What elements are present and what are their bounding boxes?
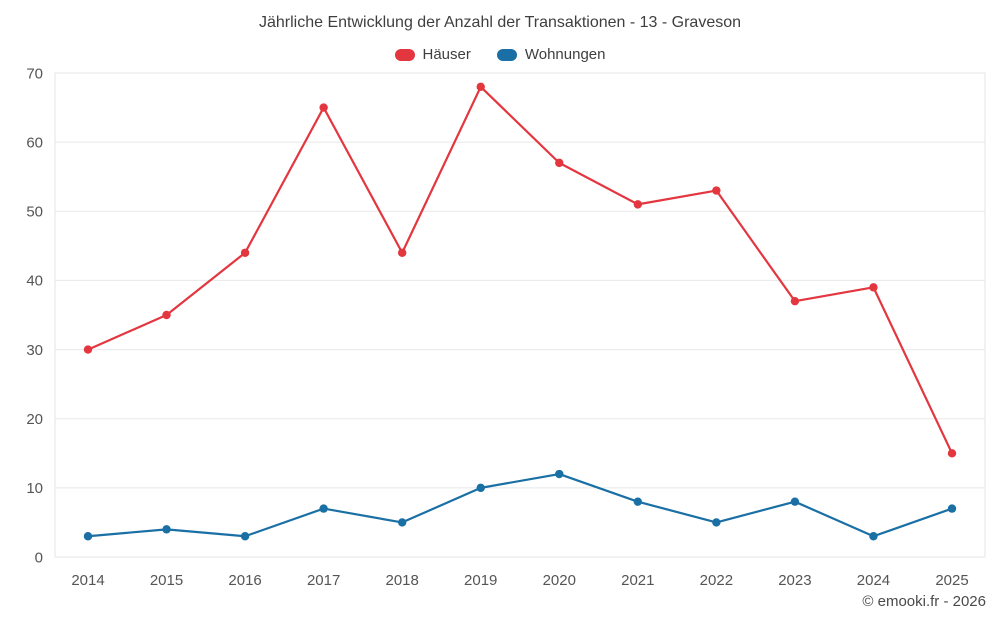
svg-text:70: 70: [26, 65, 43, 82]
legend-label: Wohnungen: [524, 46, 606, 63]
svg-text:2019: 2019: [464, 572, 497, 589]
svg-text:2018: 2018: [385, 572, 418, 589]
svg-text:60: 60: [26, 134, 43, 151]
svg-text:2017: 2017: [307, 572, 340, 589]
legend-item-h-user[interactable]: Häuser: [394, 46, 471, 63]
copyright: © emooki.fr - 2026: [862, 593, 986, 610]
legend-label: Häuser: [422, 46, 471, 63]
svg-text:2021: 2021: [621, 572, 654, 589]
svg-text:2015: 2015: [150, 572, 183, 589]
svg-text:2025: 2025: [935, 572, 968, 589]
legend: Häuser Wohnungen: [0, 46, 1000, 63]
svg-text:2022: 2022: [700, 572, 733, 589]
svg-text:10: 10: [26, 480, 43, 497]
svg-text:40: 40: [26, 273, 43, 290]
chart-title: Jährliche Entwicklung der Anzahl der Tra…: [258, 14, 742, 31]
svg-text:2020: 2020: [543, 572, 576, 589]
legend-swatch: [394, 48, 415, 61]
svg-text:2024: 2024: [857, 572, 890, 589]
svg-text:0: 0: [35, 549, 43, 566]
legend-item-wohnungen[interactable]: Wohnungen: [496, 46, 606, 63]
svg-text:2016: 2016: [228, 572, 261, 589]
svg-text:2014: 2014: [71, 572, 104, 589]
legend-swatch: [496, 48, 517, 61]
svg-text:2023: 2023: [778, 572, 811, 589]
svg-text:30: 30: [26, 342, 43, 359]
svg-text:20: 20: [26, 411, 43, 428]
svg-text:50: 50: [26, 204, 43, 221]
